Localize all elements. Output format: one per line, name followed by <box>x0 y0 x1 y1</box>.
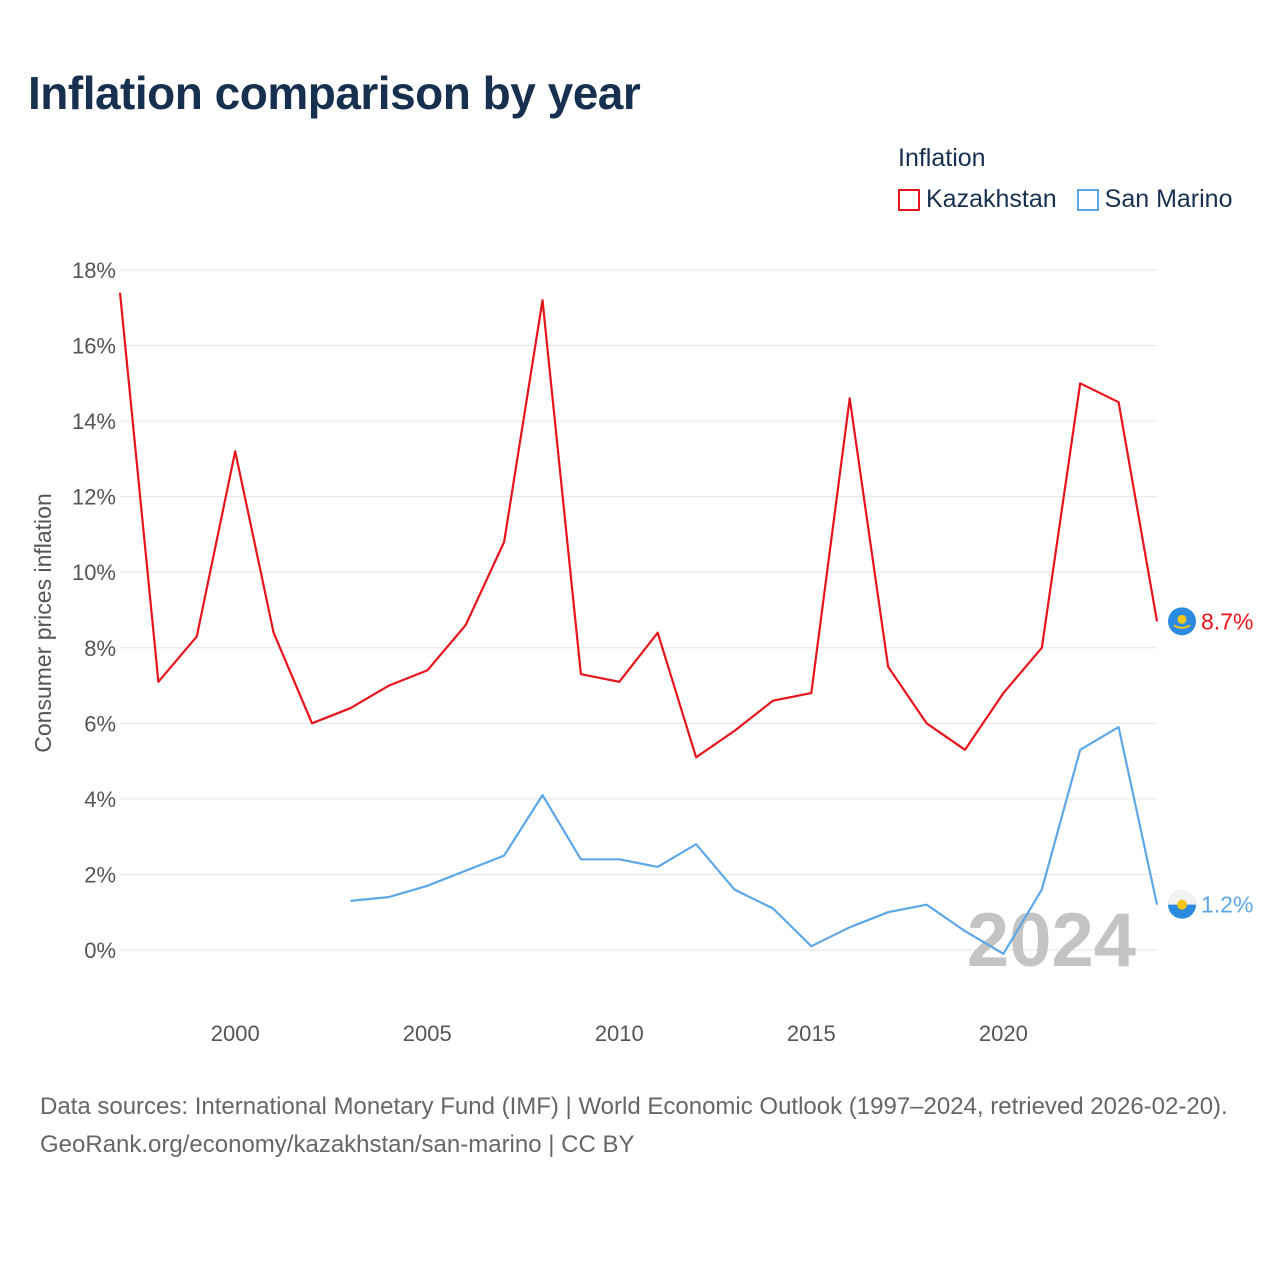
flag-icon-san-marino <box>1168 890 1196 919</box>
data-point-kazakhstan[interactable] <box>616 679 622 685</box>
data-point-san-marino[interactable] <box>1039 887 1045 893</box>
data-point-kazakhstan[interactable] <box>1077 380 1083 386</box>
legend-swatch-kazakhstan <box>898 188 920 211</box>
data-point-san-marino[interactable] <box>539 792 545 798</box>
y-tick-label: 12% <box>72 485 116 510</box>
data-point-kazakhstan[interactable] <box>1154 618 1160 624</box>
end-value-label-kazakhstan: 8.7% <box>1201 608 1253 634</box>
end-value-label-san-marino: 1.2% <box>1201 892 1253 918</box>
legend-title: Inflation <box>898 144 986 172</box>
data-point-san-marino[interactable] <box>924 902 930 908</box>
data-point-kazakhstan[interactable] <box>924 720 930 726</box>
data-point-kazakhstan[interactable] <box>424 667 430 673</box>
y-tick-label: 0% <box>84 938 116 963</box>
data-point-kazakhstan[interactable] <box>309 720 315 726</box>
data-point-san-marino[interactable] <box>808 943 814 949</box>
flag-icon-kazakhstan <box>1168 607 1196 636</box>
data-point-kazakhstan[interactable] <box>501 539 507 545</box>
data-point-san-marino[interactable] <box>347 898 353 904</box>
data-point-kazakhstan[interactable] <box>1039 645 1045 651</box>
data-point-san-marino[interactable] <box>1000 951 1006 957</box>
legend-label-san-marino: San Marino <box>1104 185 1233 213</box>
y-tick-label: 6% <box>84 711 116 736</box>
data-point-san-marino[interactable] <box>655 864 661 870</box>
data-sources-text: Data sources: International Monetary Fun… <box>40 1093 1228 1120</box>
y-tick-label: 14% <box>72 409 116 434</box>
data-point-san-marino[interactable] <box>1154 902 1160 908</box>
data-point-kazakhstan[interactable] <box>1116 399 1122 405</box>
y-tick-label: 18% <box>72 258 116 283</box>
data-point-san-marino[interactable] <box>463 868 469 874</box>
y-tick-label: 8% <box>84 636 116 661</box>
data-point-kazakhstan[interactable] <box>386 683 392 689</box>
series-line-kazakhstan[interactable] <box>118 292 1159 759</box>
chart-title: Inflation comparison by year <box>28 67 641 119</box>
data-point-kazakhstan[interactable] <box>847 395 853 401</box>
x-tick-label: 2000 <box>211 1021 260 1046</box>
data-point-kazakhstan[interactable] <box>1000 690 1006 696</box>
attribution-link[interactable]: GeoRank.org/economy/kazakhstan/san-marin… <box>40 1131 635 1158</box>
data-point-kazakhstan[interactable] <box>693 754 699 760</box>
legend-item-kazakhstan[interactable]: Kazakhstan <box>898 185 1057 214</box>
data-point-san-marino[interactable] <box>847 924 853 930</box>
data-point-kazakhstan[interactable] <box>271 630 277 636</box>
data-point-kazakhstan[interactable] <box>117 290 123 296</box>
data-point-kazakhstan[interactable] <box>347 705 353 711</box>
year-watermark: 2024 <box>967 898 1136 983</box>
legend: Inflation Kazakhstan San Marino <box>898 144 1233 214</box>
data-point-san-marino[interactable] <box>962 928 968 934</box>
x-tick-label: 2015 <box>787 1021 836 1046</box>
data-point-kazakhstan[interactable] <box>885 664 891 670</box>
y-tick-label: 4% <box>84 787 116 812</box>
data-point-kazakhstan[interactable] <box>770 698 776 704</box>
data-point-san-marino[interactable] <box>424 883 430 889</box>
series-line-san-marino[interactable] <box>350 725 1159 955</box>
line-chart: 0% 2% 4% 6% 8% 10% 12% 14% 16% 18% 2000 2005 2010 20… <box>30 258 1253 1046</box>
data-point-san-marino[interactable] <box>578 856 584 862</box>
data-point-kazakhstan[interactable] <box>539 297 545 303</box>
y-tick-label: 10% <box>72 560 116 585</box>
data-point-san-marino[interactable] <box>501 853 507 859</box>
data-point-kazakhstan[interactable] <box>463 622 469 628</box>
data-point-kazakhstan[interactable] <box>962 747 968 753</box>
data-point-kazakhstan[interactable] <box>655 630 661 636</box>
legend-swatch-san-marino <box>1076 188 1099 211</box>
data-point-san-marino[interactable] <box>885 909 891 915</box>
data-point-kazakhstan[interactable] <box>578 671 584 677</box>
y-axis-label: Consumer prices inflation <box>30 493 56 753</box>
data-point-san-marino[interactable] <box>693 841 699 847</box>
data-point-kazakhstan[interactable] <box>155 679 161 685</box>
source-note: Data sources: International Monetary Fun… <box>40 1088 1250 1164</box>
data-point-kazakhstan[interactable] <box>808 690 814 696</box>
data-point-san-marino[interactable] <box>386 894 392 900</box>
y-tick-label: 2% <box>84 862 116 887</box>
x-tick-label: 2020 <box>979 1021 1028 1046</box>
x-tick-label: 2005 <box>403 1021 452 1046</box>
x-tick-label: 2010 <box>595 1021 644 1046</box>
y-tick-label: 16% <box>72 334 116 359</box>
data-point-kazakhstan[interactable] <box>232 448 238 454</box>
legend-item-san-marino[interactable]: San Marino <box>1076 185 1233 214</box>
legend-label-kazakhstan: Kazakhstan <box>926 185 1057 213</box>
data-point-san-marino[interactable] <box>1116 724 1122 730</box>
data-point-san-marino[interactable] <box>616 856 622 862</box>
data-point-kazakhstan[interactable] <box>732 728 738 734</box>
data-point-kazakhstan[interactable] <box>194 633 200 639</box>
data-point-san-marino[interactable] <box>732 887 738 893</box>
data-point-san-marino[interactable] <box>770 905 776 911</box>
data-point-san-marino[interactable] <box>1077 747 1083 753</box>
